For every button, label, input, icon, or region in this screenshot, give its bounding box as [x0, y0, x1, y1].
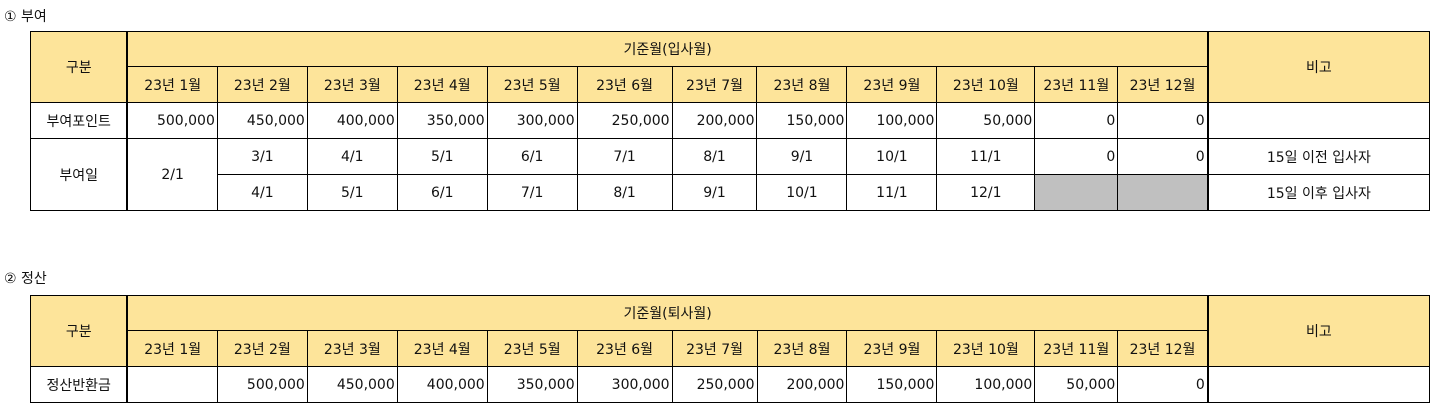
month-header: 23년 1월 — [126, 330, 218, 367]
refund-cell — [126, 366, 218, 403]
date-cell: 12/1 — [936, 174, 1036, 211]
month-header: 23년 5월 — [486, 330, 578, 367]
month-header: 23년 8월 — [756, 330, 848, 367]
month-header: 23년 1월 — [126, 66, 218, 103]
remark-cell: 15일 이후 입사자 — [1206, 174, 1430, 211]
refund-cell: 500,000 — [216, 366, 308, 403]
date-cell: 8/1 — [576, 174, 673, 211]
month-header: 23년 2월 — [216, 330, 308, 367]
refund-cell: 450,000 — [306, 366, 398, 403]
section-title-grant: ① 부여 — [4, 9, 47, 25]
month-header: 23년 5월 — [486, 66, 578, 103]
month-header: 23년 3월 — [306, 330, 398, 367]
date-cell: 9/1 — [671, 174, 758, 211]
month-header: 23년 7월 — [671, 330, 758, 367]
date-cell: 2/1 — [126, 138, 218, 211]
refund-cell: 300,000 — [576, 366, 673, 403]
month-header: 23년 6월 — [576, 66, 673, 103]
remark-header: 비고 — [1206, 31, 1430, 103]
date-cell: 11/1 — [936, 138, 1036, 175]
date-cell: 3/1 — [216, 138, 308, 175]
points-cell: 450,000 — [216, 102, 308, 139]
gubun-header: 구분 — [30, 31, 128, 103]
month-header: 23년 4월 — [396, 66, 488, 103]
date-cell: 10/1 — [756, 174, 848, 211]
date-cell: 0 — [1117, 138, 1209, 175]
date-cell: 9/1 — [756, 138, 848, 175]
base-month-header: 기준월(입사월) — [126, 31, 1209, 67]
month-header: 23년 6월 — [576, 330, 673, 367]
date-cell: 10/1 — [846, 138, 938, 175]
refund-cell: 100,000 — [936, 366, 1036, 403]
refund-cell: 250,000 — [671, 366, 758, 403]
section-title-settlement: ② 정산 — [4, 271, 47, 287]
month-header: 23년 10월 — [936, 66, 1036, 103]
points-cell: 100,000 — [846, 102, 938, 139]
month-header: 23년 7월 — [671, 66, 758, 103]
month-header: 23년 12월 — [1117, 330, 1209, 367]
date-cell: 8/1 — [671, 138, 758, 175]
date-cell: 5/1 — [306, 174, 398, 211]
gubun-header: 구분 — [30, 295, 128, 367]
date-cell: 4/1 — [216, 174, 308, 211]
date-cell: 7/1 — [486, 174, 578, 211]
month-header: 23년 11월 — [1034, 66, 1119, 103]
refund-cell: 50,000 — [1034, 366, 1119, 403]
row-label: 정산반환금 — [30, 366, 128, 403]
month-header: 23년 11월 — [1034, 330, 1119, 367]
points-cell: 50,000 — [936, 102, 1036, 139]
date-cell: 6/1 — [396, 174, 488, 211]
month-header: 23년 9월 — [846, 330, 938, 367]
month-header: 23년 10월 — [936, 330, 1036, 367]
date-cell: 5/1 — [396, 138, 488, 175]
refund-row: 정산반환금 500,000 450,000 400,000 350,000 30… — [30, 366, 1430, 403]
refund-cell: 150,000 — [846, 366, 938, 403]
row-label: 부여일 — [30, 138, 128, 211]
date-cell: 11/1 — [846, 174, 938, 211]
points-cell: 300,000 — [486, 102, 578, 139]
points-cell: 0 — [1034, 102, 1119, 139]
refund-cell: 0 — [1117, 366, 1209, 403]
grant-date-row-after: 4/1 5/1 6/1 7/1 8/1 9/1 10/1 11/1 12/1 1… — [31, 174, 1430, 211]
remark-cell — [1206, 366, 1430, 403]
refund-cell: 200,000 — [756, 366, 848, 403]
empty-gray-cell — [1117, 174, 1209, 211]
date-cell: 4/1 — [306, 138, 398, 175]
grant-date-row-before: 부여일 2/1 3/1 4/1 5/1 6/1 7/1 8/1 9/1 10/1… — [30, 138, 1430, 211]
date-cell: 0 — [1034, 138, 1119, 175]
points-cell: 150,000 — [756, 102, 848, 139]
row-label: 부여포인트 — [30, 102, 128, 139]
refund-cell: 350,000 — [486, 366, 578, 403]
month-header: 23년 4월 — [396, 330, 488, 367]
month-header: 23년 3월 — [306, 66, 398, 103]
month-header: 23년 2월 — [216, 66, 308, 103]
date-cell: 7/1 — [576, 138, 673, 175]
date-cell: 6/1 — [486, 138, 578, 175]
refund-cell: 400,000 — [396, 366, 488, 403]
empty-gray-cell — [1034, 174, 1119, 211]
points-cell: 250,000 — [576, 102, 673, 139]
remark-cell — [1206, 102, 1430, 139]
settlement-table: 구분 기준월(퇴사월) 비고 23년 1월 23년 2월 23년 3월 23년 … — [30, 295, 1430, 403]
month-header: 23년 8월 — [756, 66, 848, 103]
base-month-header: 기준월(퇴사월) — [126, 295, 1209, 331]
points-cell: 200,000 — [671, 102, 758, 139]
remark-header: 비고 — [1206, 295, 1430, 367]
points-cell: 0 — [1117, 102, 1209, 139]
grant-table: 구분 기준월(입사월) 비고 23년 1월 23년 2월 23년 3월 23년 … — [30, 31, 1430, 211]
month-header: 23년 9월 — [846, 66, 938, 103]
points-cell: 350,000 — [396, 102, 488, 139]
points-cell: 500,000 — [126, 102, 218, 139]
points-cell: 400,000 — [306, 102, 398, 139]
remark-cell: 15일 이전 입사자 — [1206, 138, 1430, 175]
points-row: 부여포인트 500,000 450,000 400,000 350,000 30… — [30, 102, 1430, 139]
month-header: 23년 12월 — [1117, 66, 1209, 103]
